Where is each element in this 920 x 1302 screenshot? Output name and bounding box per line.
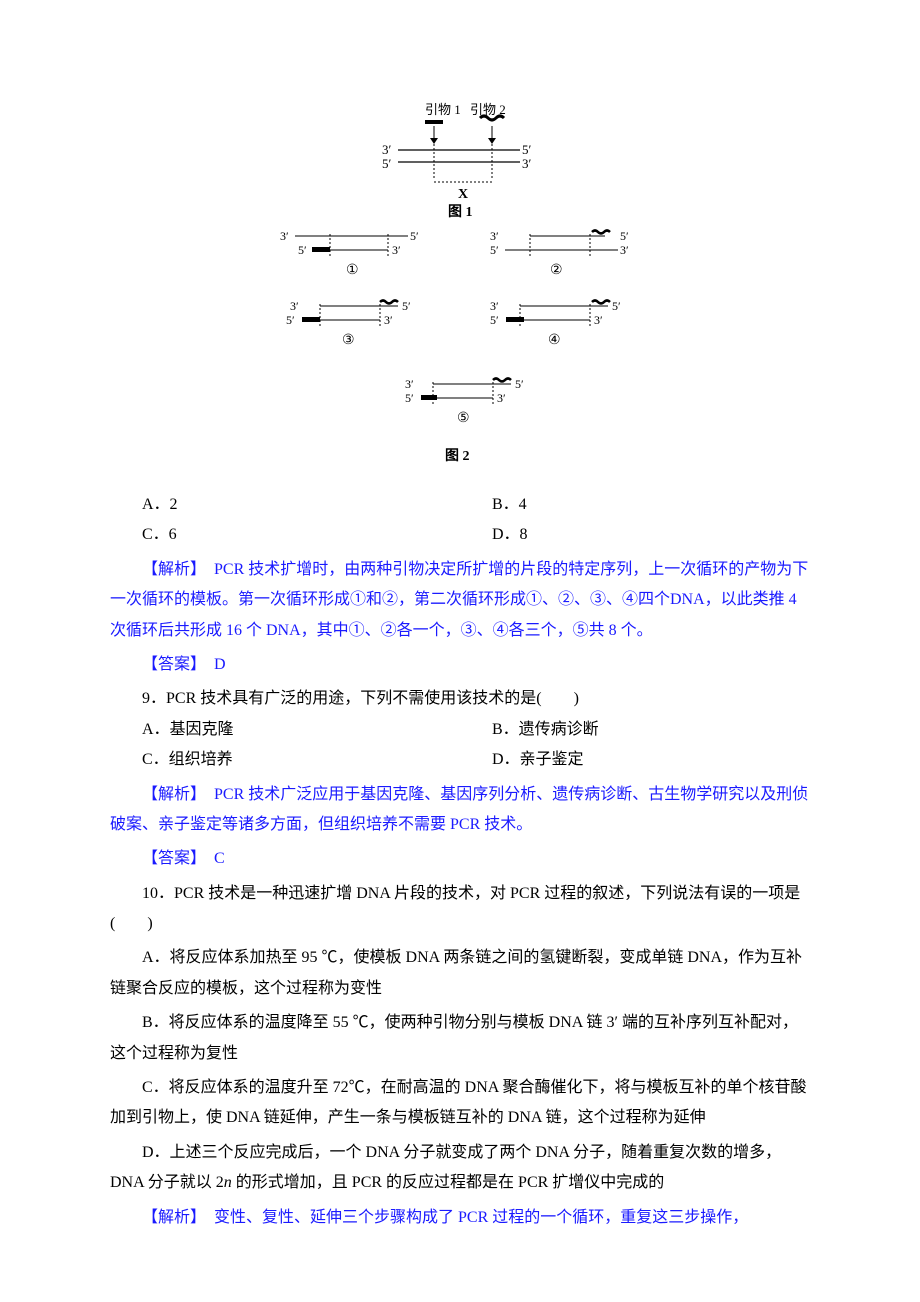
- q8-opt-c: C．6: [110, 520, 460, 550]
- svg-text:3′: 3′: [405, 377, 414, 391]
- figure-1: 引物 1 引物 2 3′ 5′ 5′ 3′ X 图 1: [110, 100, 810, 220]
- q9-opt-c: C．组织培养: [110, 745, 460, 775]
- svg-text:5′: 5′: [490, 243, 499, 257]
- q9-options-row2: C．组织培养 D．亲子鉴定: [110, 745, 810, 775]
- q8-answer: 【答案】 D: [110, 650, 810, 680]
- fig2-caption: 图 2: [445, 448, 470, 464]
- svg-text:3′: 3′: [620, 243, 629, 257]
- x-label: X: [458, 187, 468, 202]
- svg-text:④: ④: [548, 333, 561, 348]
- svg-text:3′: 3′: [290, 299, 299, 313]
- fig2-svg: 3′ 5′ 5′ 3′ ① 3′ 5′ 5′ 3′ ② 3′ 5′: [250, 220, 670, 490]
- svg-text:5′: 5′: [405, 391, 414, 405]
- primer1-label: 引物 1: [425, 102, 461, 117]
- svg-text:5′: 5′: [410, 229, 419, 243]
- primer1-mark: [425, 120, 443, 124]
- q8-options-row1: A．2 B．4: [110, 490, 810, 520]
- svg-text:②: ②: [550, 263, 563, 278]
- svg-text:③: ③: [342, 333, 355, 348]
- svg-text:5′: 5′: [612, 299, 621, 313]
- q10-stem: 10．PCR 技术是一种迅速扩增 DNA 片段的技术，对 PCR 过程的叙述，下…: [110, 879, 810, 940]
- q8-opt-d: D．8: [460, 520, 810, 550]
- segment-3: 3′ 5′ 5′ 3′ ③: [286, 299, 411, 348]
- svg-text:5′: 5′: [515, 377, 524, 391]
- q10-opt-c: C．将反应体系的温度升至 72℃，在耐高温的 DNA 聚合酶催化下，将与模板互补…: [110, 1073, 810, 1134]
- q9-opt-b: B．遗传病诊断: [460, 715, 810, 745]
- q9-answer: 【答案】 C: [110, 844, 810, 874]
- segment-4: 3′ 5′ 5′ 3′ ④: [490, 299, 621, 348]
- svg-text:5′: 5′: [298, 243, 307, 257]
- q8-answer-val: D: [198, 656, 226, 673]
- q8-answer-label: 【答案】: [142, 656, 198, 673]
- svg-text:3′: 3′: [490, 299, 499, 313]
- segment-5: 3′ 5′ 5′ 3′ ⑤: [405, 377, 524, 426]
- svg-text:3′: 3′: [384, 313, 393, 327]
- q9-options-row1: A．基因克隆 B．遗传病诊断: [110, 715, 810, 745]
- p3-tl: 3′: [382, 142, 392, 157]
- p3-br: 3′: [522, 156, 532, 171]
- fig1-svg: 引物 1 引物 2 3′ 5′ 5′ 3′ X 图 1: [340, 100, 580, 220]
- q9-opt-d: D．亲子鉴定: [460, 745, 810, 775]
- svg-text:5′: 5′: [490, 313, 499, 327]
- q10-opt-b: B．将反应体系的温度降至 55 ℃，使两种引物分别与模板 DNA 链 3′ 端的…: [110, 1008, 810, 1069]
- segment-1: 3′ 5′ 5′ 3′ ①: [280, 229, 419, 278]
- q8-analysis-label: 【解析】: [142, 561, 198, 578]
- q9-answer-label: 【答案】: [142, 850, 198, 867]
- q8-opt-b: B．4: [460, 490, 810, 520]
- svg-text:3′: 3′: [280, 229, 289, 243]
- svg-text:3′: 3′: [497, 391, 506, 405]
- q10-opt-a: A．将反应体系加热至 95 ℃，使模板 DNA 两条链之间的氢键断裂，变成单链 …: [110, 943, 810, 1004]
- q9-answer-val: C: [198, 850, 225, 867]
- fig1-caption: 图 1: [448, 204, 473, 220]
- svg-text:5′: 5′: [620, 229, 629, 243]
- svg-text:3′: 3′: [392, 243, 401, 257]
- q9-analysis: 【解析】 PCR 技术广泛应用于基因克隆、基因序列分析、遗传病诊断、古生物学研究…: [110, 780, 810, 841]
- p5-tr: 5′: [522, 142, 532, 157]
- q8-options-row2: C．6 D．8: [110, 520, 810, 550]
- svg-text:①: ①: [346, 263, 359, 278]
- svg-text:5′: 5′: [286, 313, 295, 327]
- q9-opt-a: A．基因克隆: [110, 715, 460, 745]
- p5-bl: 5′: [382, 156, 392, 171]
- svg-text:3′: 3′: [490, 229, 499, 243]
- q9-analysis-text: PCR 技术广泛应用于基因克隆、基因序列分析、遗传病诊断、古生物学研究以及刑侦破…: [110, 786, 808, 833]
- q10-analysis: 【解析】 变性、复性、延伸三个步骤构成了 PCR 过程的一个循环，重复这三步操作…: [110, 1203, 810, 1233]
- q10-opt-d: D．上述三个反应完成后，一个 DNA 分子就变成了两个 DNA 分子，随着重复次…: [110, 1138, 810, 1199]
- svg-text:⑤: ⑤: [457, 411, 470, 426]
- q8-analysis-text: PCR 技术扩增时，由两种引物决定所扩增的片段的特定序列，上一次循环的产物为下一…: [110, 561, 808, 639]
- figure-2: 3′ 5′ 5′ 3′ ① 3′ 5′ 5′ 3′ ② 3′ 5′: [110, 220, 810, 490]
- q10-analysis-label: 【解析】: [142, 1209, 198, 1226]
- q10-analysis-text: 变性、复性、延伸三个步骤构成了 PCR 过程的一个循环，重复这三步操作，: [198, 1209, 748, 1226]
- q8-opt-a: A．2: [110, 490, 460, 520]
- q9-stem: 9．PCR 技术具有广泛的用途，下列不需使用该技术的是( ): [110, 684, 810, 714]
- q8-analysis: 【解析】 PCR 技术扩增时，由两种引物决定所扩增的片段的特定序列，上一次循环的…: [110, 555, 810, 646]
- q9-analysis-label: 【解析】: [142, 786, 198, 803]
- svg-text:3′: 3′: [594, 313, 603, 327]
- svg-text:5′: 5′: [402, 299, 411, 313]
- segment-2: 3′ 5′ 5′ 3′ ②: [490, 229, 629, 278]
